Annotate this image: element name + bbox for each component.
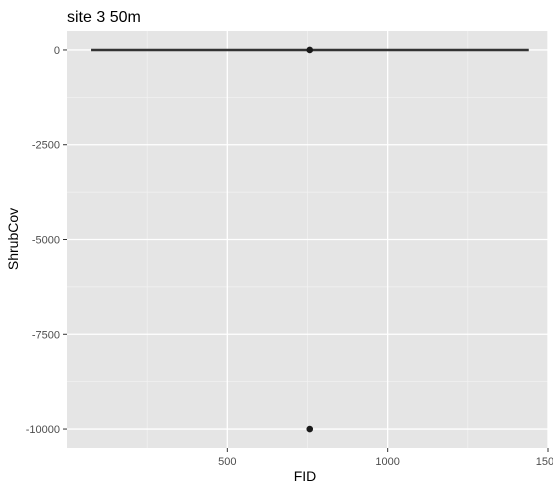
y-tick-label: -10000 bbox=[26, 424, 60, 436]
x-tick-label: 500 bbox=[218, 456, 236, 468]
chart-title: site 3 50m bbox=[67, 9, 141, 26]
data-point bbox=[306, 46, 314, 54]
data-series bbox=[91, 46, 529, 433]
y-tick-label: -7500 bbox=[32, 329, 60, 341]
data-point bbox=[306, 425, 314, 433]
y-axis-title: ShrubCov bbox=[5, 208, 21, 270]
y-tick-label: -5000 bbox=[32, 235, 60, 247]
y-tick-label: -2500 bbox=[32, 140, 60, 152]
x-axis-title: FID bbox=[294, 468, 317, 484]
y-tick-label: 0 bbox=[54, 45, 60, 57]
x-tick-label: 1000 bbox=[375, 456, 399, 468]
